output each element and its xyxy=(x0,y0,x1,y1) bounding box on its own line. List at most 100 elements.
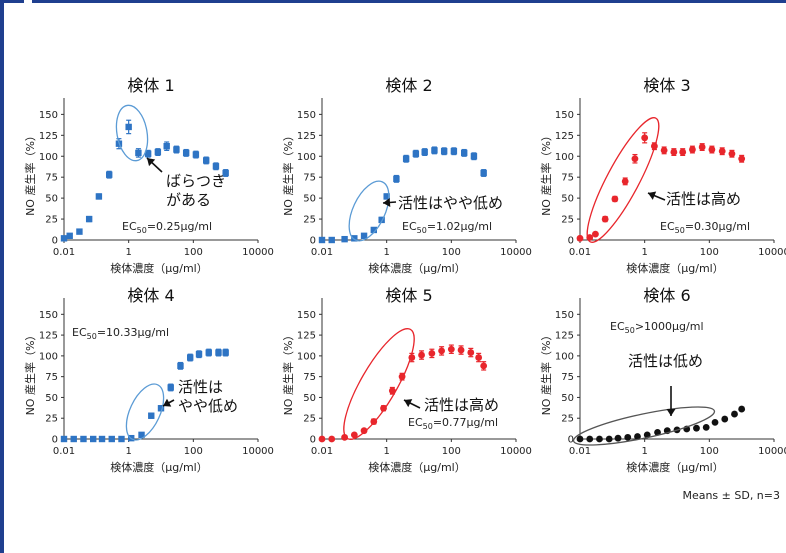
slide-left-border xyxy=(0,0,4,553)
ec50-label: EC50=10.33μg/ml xyxy=(72,326,169,341)
data-point xyxy=(215,349,222,356)
y-tick-label: 25 xyxy=(45,414,58,425)
data-point xyxy=(360,427,368,435)
data-point xyxy=(328,236,335,244)
footnote: Means ± SD, n=3 xyxy=(682,489,780,502)
annotation-arrowhead xyxy=(147,158,156,167)
x-tick-label: 1 xyxy=(641,446,647,457)
x-axis-label: 検体濃度（μg/ml） xyxy=(110,261,207,275)
highlight-ellipse xyxy=(572,406,716,446)
y-tick-label: 100 xyxy=(39,351,58,362)
y-tick-label: 75 xyxy=(561,372,574,383)
data-point xyxy=(679,148,687,156)
chart-panel-6: 検体 6 0 25 50 75 100 125 150 0.01 1 100 10000 検体濃度（μg… xyxy=(539,286,786,474)
data-point xyxy=(192,151,200,158)
data-point xyxy=(341,235,348,243)
y-tick-label: 125 xyxy=(555,331,574,342)
data-point xyxy=(728,150,736,158)
y-tick-label: 150 xyxy=(297,110,316,121)
y-tick-label: 50 xyxy=(45,393,58,404)
data-point xyxy=(711,418,719,426)
y-tick-label: 0 xyxy=(52,236,58,247)
y-tick-label: 150 xyxy=(39,110,58,121)
x-tick-label: 10000 xyxy=(242,247,274,258)
data-point xyxy=(378,216,385,224)
y-tick-label: 125 xyxy=(39,131,58,142)
y-tick-label: 125 xyxy=(297,131,316,142)
data-point xyxy=(738,405,746,413)
data-point xyxy=(125,123,132,131)
data-point xyxy=(450,148,458,155)
ec50-label: EC50=0.30μg/ml xyxy=(660,220,750,235)
x-tick-label: 100 xyxy=(700,446,719,457)
data-point xyxy=(318,236,326,244)
slide-top-border xyxy=(0,0,786,3)
y-tick-label: 25 xyxy=(303,414,316,425)
data-point xyxy=(393,175,400,183)
data-point xyxy=(118,435,125,443)
data-point xyxy=(108,435,115,443)
y-tick-label: 100 xyxy=(39,152,58,163)
x-axis-label: 検体濃度（μg/ml） xyxy=(368,261,465,275)
data-point xyxy=(328,435,336,443)
highlight-ellipse xyxy=(125,383,165,441)
y-axis-label: NO 産生率（%） xyxy=(281,330,295,416)
data-point xyxy=(480,362,488,370)
chart-panel-3: 検体 3 0 25 50 75 100 125 150 0.01 1 100 10000 検体濃度（μg… xyxy=(539,76,786,275)
data-point xyxy=(634,433,641,440)
data-point xyxy=(60,435,68,443)
highlight-ellipse xyxy=(348,180,390,242)
x-axis-label: 検体濃度（μg/ml） xyxy=(626,261,723,275)
annotation-text: 活性は低め xyxy=(628,352,703,370)
x-tick-label: 0.01 xyxy=(311,247,333,258)
x-tick-label: 100 xyxy=(184,446,203,457)
data-point xyxy=(621,177,629,185)
data-point xyxy=(438,347,446,355)
y-tick-label: 75 xyxy=(303,173,316,184)
highlight-ellipse xyxy=(343,328,415,440)
data-point xyxy=(421,148,428,156)
x-tick-label: 0.01 xyxy=(311,446,333,457)
data-point xyxy=(383,193,390,200)
chart-title: 検体 5 xyxy=(385,286,432,305)
data-point xyxy=(76,228,83,235)
y-tick-label: 100 xyxy=(297,351,316,362)
chart-panel-4: 検体 4 0 25 50 75 100 125 150 0.01 1 100 10000 検体濃度（μg… xyxy=(23,286,274,474)
x-tick-label: 10000 xyxy=(500,247,532,258)
data-point xyxy=(641,134,649,142)
y-tick-label: 25 xyxy=(561,215,574,226)
annotation-text: 活性はやや低め xyxy=(398,194,503,212)
data-point xyxy=(596,435,603,443)
data-point xyxy=(388,387,396,395)
chart-panel-1: 検体 1 0 25 50 75 100 125 150 0.01 1 100 10000 検体濃度（μg… xyxy=(23,76,274,275)
data-point xyxy=(370,226,377,234)
data-point xyxy=(592,230,599,238)
chart-panel-2: 検体 2 0 25 50 75 100 125 150 0.01 1 100 10000 検体濃度（μg… xyxy=(281,76,532,275)
data-point xyxy=(318,435,326,443)
data-point xyxy=(195,351,203,358)
x-tick-label: 10000 xyxy=(500,446,532,457)
data-point xyxy=(70,435,77,443)
annotation-text: 活性は高め xyxy=(424,396,499,414)
data-point xyxy=(138,431,145,439)
y-tick-label: 25 xyxy=(561,414,574,425)
annotation-text: 活性は xyxy=(178,378,223,396)
chart-title: 検体 6 xyxy=(643,286,690,305)
ec50-label: EC50=0.25μg/ml xyxy=(122,220,212,235)
data-point xyxy=(447,345,455,353)
ec50-label: EC50>1000μg/ml xyxy=(610,320,704,335)
y-tick-label: 100 xyxy=(555,152,574,163)
x-tick-label: 10000 xyxy=(758,247,786,258)
annotation-arrowhead xyxy=(404,399,413,408)
data-point xyxy=(222,169,229,177)
data-point xyxy=(670,148,678,156)
data-point xyxy=(601,215,609,223)
y-axis-label: NO 産生率（%） xyxy=(23,130,37,216)
y-tick-label: 150 xyxy=(555,310,574,321)
y-tick-label: 50 xyxy=(45,194,58,205)
data-point xyxy=(402,155,410,162)
data-point xyxy=(702,423,710,431)
data-point xyxy=(412,150,420,157)
data-point xyxy=(611,195,619,203)
highlight-ellipse xyxy=(115,104,149,162)
